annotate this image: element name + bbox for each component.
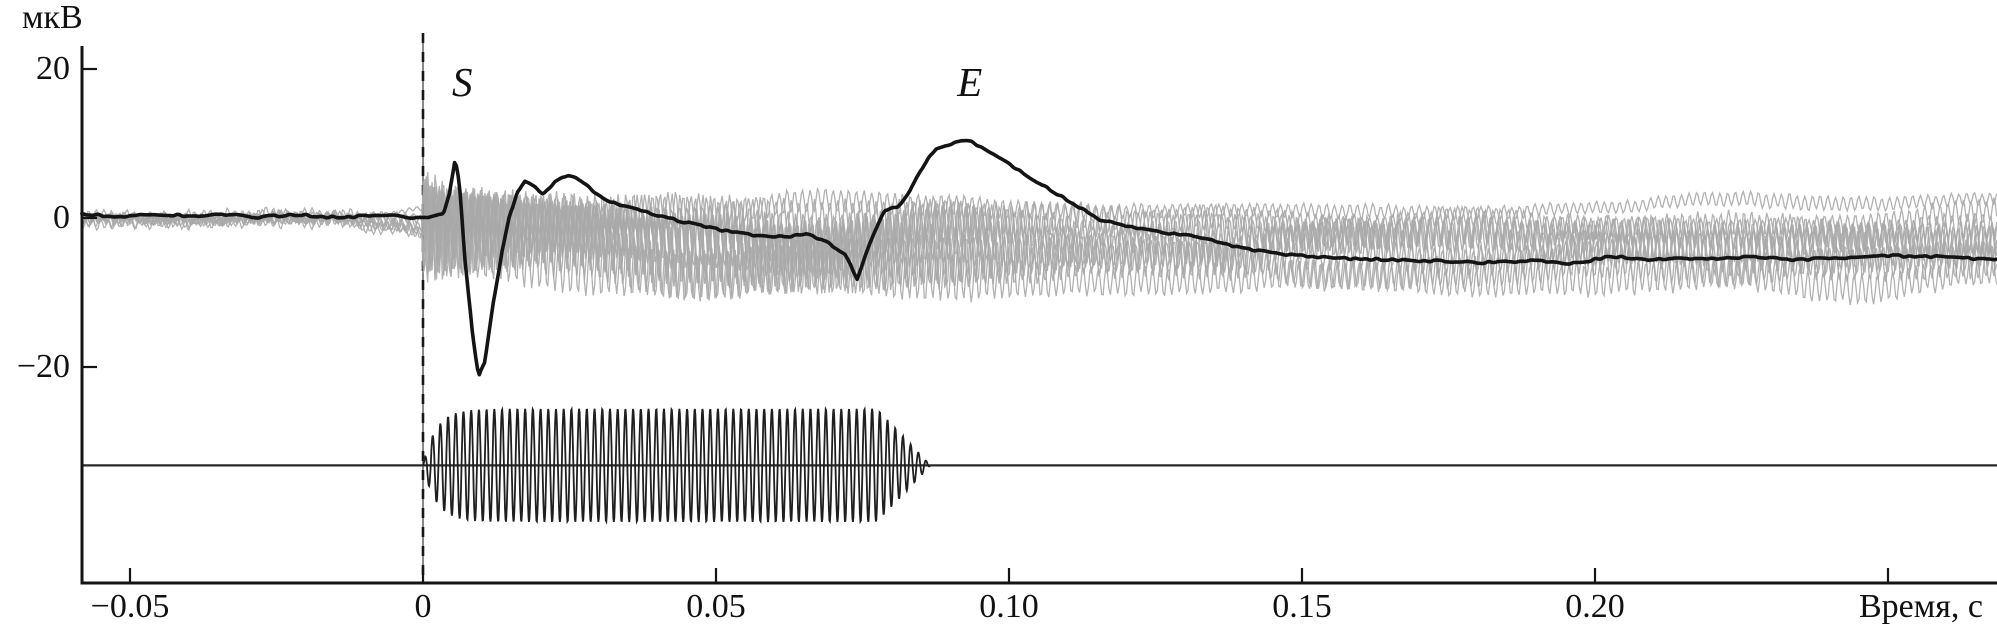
stimulus-annotation-s: S <box>452 59 473 106</box>
x-tick-label: 0.05 <box>686 588 746 625</box>
trial-trace <box>81 187 1997 234</box>
y-axis-unit-label: мкВ <box>22 0 83 36</box>
stimulus-burst-trace <box>422 405 931 525</box>
x-axis-title: Время, с <box>1858 588 1983 625</box>
average-response-trace <box>80 138 1997 377</box>
emission-annotation-e: E <box>957 59 983 106</box>
x-tick-label: −0.05 <box>90 588 170 625</box>
y-tick-label: 0 <box>53 199 70 236</box>
y-tick-label: −20 <box>16 348 70 385</box>
x-tick-label: 0.20 <box>1565 588 1625 625</box>
x-tick-label: 0.15 <box>1272 588 1332 625</box>
x-tick-label: 0.10 <box>979 588 1039 625</box>
trial-trace <box>81 190 1997 306</box>
x-tick-label: 0 <box>414 588 432 625</box>
y-tick-label: 20 <box>36 50 70 87</box>
